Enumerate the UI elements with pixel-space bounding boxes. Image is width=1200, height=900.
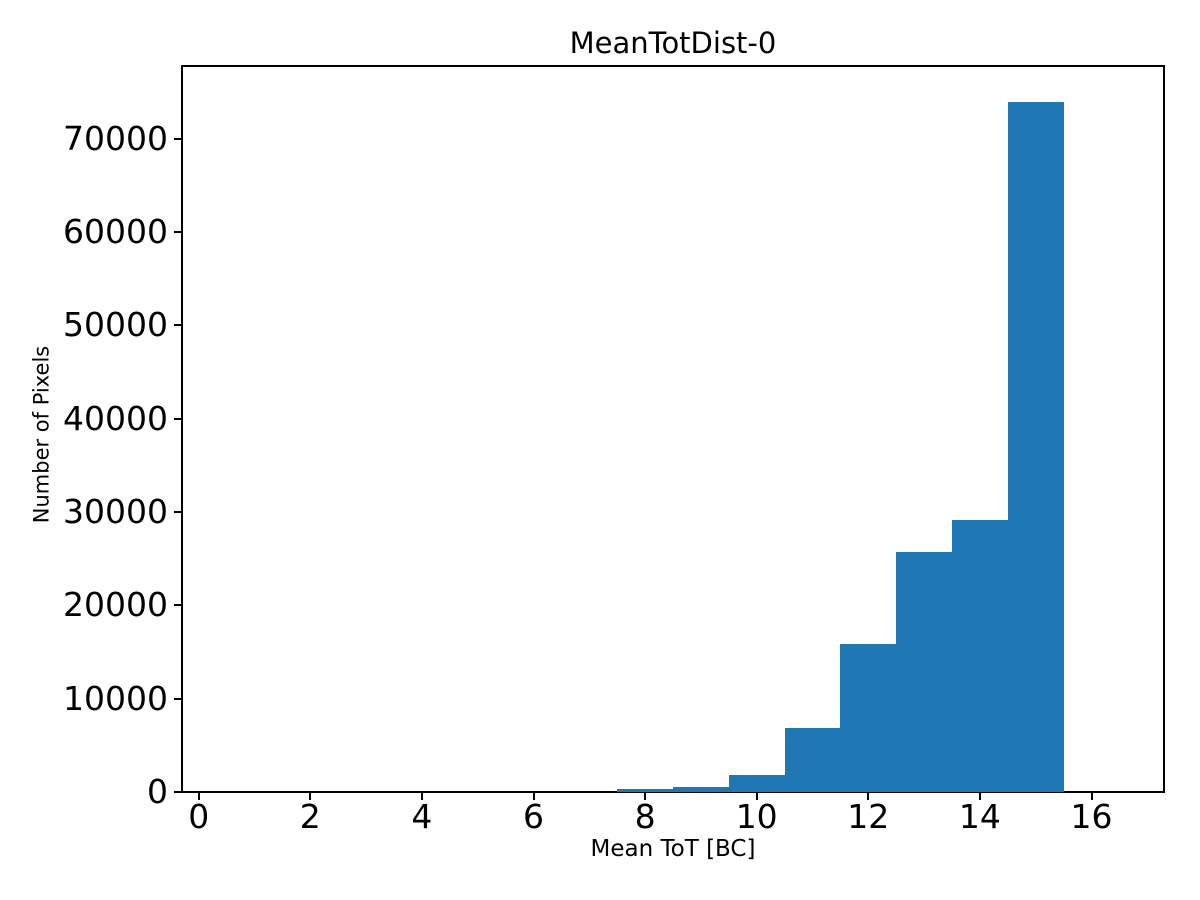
x-tick-label: 10	[735, 797, 778, 836]
x-tick-mark	[644, 792, 647, 800]
y-tick-label: 10000	[63, 678, 168, 718]
x-tick-mark	[420, 792, 423, 800]
x-tick-mark	[755, 792, 758, 800]
y-tick-label: 40000	[63, 398, 168, 438]
x-tick-label: 12	[847, 797, 890, 836]
x-tick-label: 6	[523, 797, 544, 836]
x-tick-label: 2	[299, 797, 321, 836]
plot-area-frame	[181, 65, 1165, 793]
y-tick-label: 70000	[63, 118, 168, 158]
y-tick-label: 20000	[63, 585, 168, 625]
x-tick-label: 16	[1070, 797, 1113, 836]
chart-title: MeanTotDist-0	[569, 26, 777, 60]
x-tick-mark	[978, 792, 981, 800]
y-tick-label: 30000	[63, 492, 168, 532]
x-tick-mark	[867, 792, 870, 800]
x-tick-label: 4	[411, 797, 433, 836]
x-tick-label: 14	[958, 797, 1001, 836]
y-tick-label: 50000	[63, 305, 168, 345]
x-tick-label: 0	[188, 797, 210, 836]
x-tick-mark	[1090, 792, 1093, 800]
y-tick-label: 0	[147, 772, 168, 811]
x-tick-mark	[197, 792, 200, 800]
x-axis-label: Mean ToT [BC]	[590, 836, 756, 862]
x-tick-mark	[532, 792, 535, 800]
x-tick-label: 8	[634, 797, 656, 836]
y-tick-label: 60000	[63, 212, 168, 252]
x-tick-mark	[309, 792, 312, 800]
y-axis-label: Number of Pixels	[29, 345, 54, 524]
